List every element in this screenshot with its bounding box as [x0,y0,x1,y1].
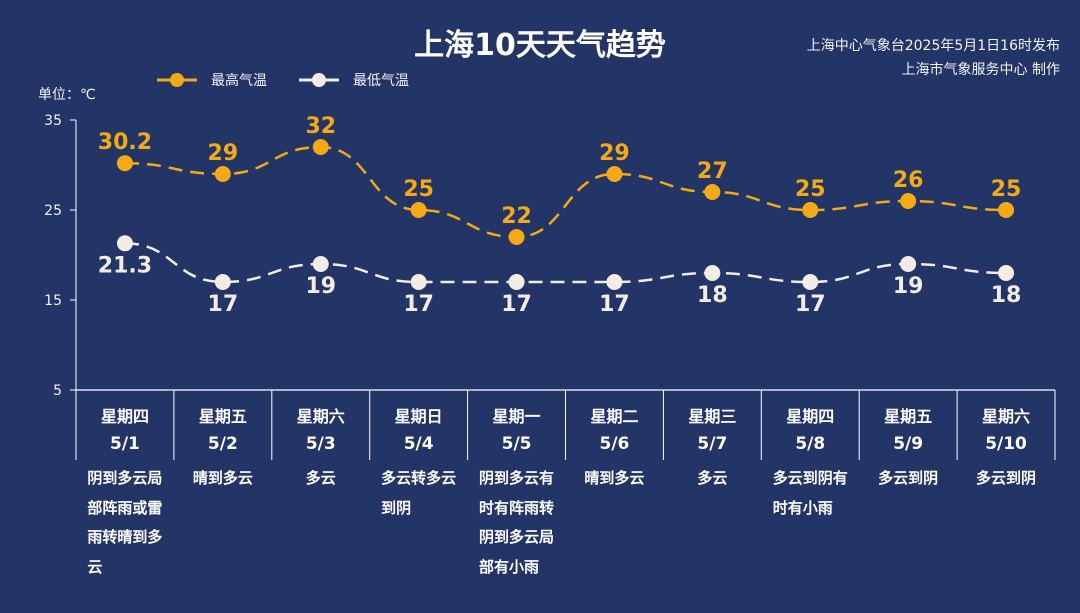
max-temp-value-label: 26 [893,168,924,193]
min-temp-value-label: 19 [893,274,924,299]
min-series-legend-icon [299,73,339,87]
max-temp-value-label: 25 [795,177,826,202]
max-temp-point[interactable] [704,184,721,200]
legend-min-label: 最低气温 [353,73,409,89]
min-temp-value-label: 17 [208,292,239,317]
y-tick-label: 5 [53,383,62,399]
min-temp-point[interactable] [900,256,917,272]
min-temp-point[interactable] [508,274,525,290]
max-series-legend-icon [157,73,197,87]
date-label: 5/7 [697,434,727,454]
weather-condition: 阴到多云局 部阵雨或雷 雨转晴到多云 [87,469,163,576]
y-axis-unit-label: 单位：℃ [38,87,96,103]
day-header: 星期四 5/8 [786,407,834,454]
max-temp-point[interactable] [900,193,917,209]
weather-condition: 多云到阴 [976,469,1037,487]
max-temp-line [124,145,1007,239]
min-temp-value-label: 18 [697,283,728,308]
weather-condition: 多云转多云 到阴 [381,469,457,517]
publisher-line-2: 上海市气象服务中心 制作 [901,62,1060,78]
date-label: 5/3 [306,434,336,454]
legend-item-max[interactable]: 最高气温 [155,70,267,90]
weather-condition: 晴到多云 [584,469,645,487]
day-header: 星期六 5/10 [982,407,1030,454]
max-temp-point[interactable] [410,202,427,218]
weekday-label: 星期六 [982,407,1030,426]
max-temp-point[interactable] [998,202,1015,218]
min-temp-point[interactable] [802,274,819,290]
date-label: 5/5 [502,434,532,454]
min-temp-value-label: 17 [403,292,434,317]
max-temp-value-label: 32 [305,114,336,139]
day-header: 星期一 5/5 [493,407,541,454]
date-label: 5/8 [795,434,825,454]
publisher-info: 上海中心气象台2025年5月1日16时发布 上海市气象服务中心 制作 [807,34,1060,82]
max-temp-value-label: 25 [991,177,1022,202]
min-temp-value-label: 17 [501,292,532,317]
weather-condition: 多云到阴 [878,469,939,487]
min-temp-point[interactable] [410,274,427,290]
day-header: 星期六 5/3 [297,407,345,454]
min-temp-point[interactable] [214,274,231,290]
max-temp-point[interactable] [802,202,819,218]
max-temp-value-label: 29 [208,141,239,166]
min-temp-value-label: 21.3 [98,253,152,278]
legend: 最高气温 最低气温 [155,70,409,90]
min-temp-value-label: 18 [991,283,1022,308]
y-tick-label: 35 [44,113,62,129]
max-temp-value-label: 27 [697,159,728,184]
weekday-label: 星期三 [688,407,736,426]
y-tick-label: 25 [44,203,62,219]
weekday-label: 星期五 [884,407,932,426]
day-header: 星期日 5/4 [395,407,443,454]
legend-item-min[interactable]: 最低气温 [297,70,409,90]
y-tick-label: 15 [44,293,62,309]
publisher-line-1: 上海中心气象台2025年5月1日16时发布 [806,38,1060,54]
weather-condition: 晴到多云 [192,469,253,487]
date-label: 5/10 [985,434,1027,454]
max-temp-point[interactable] [214,166,231,182]
max-temp-point[interactable] [508,229,525,245]
max-temp-point[interactable] [312,139,329,155]
date-label: 5/9 [893,434,923,454]
weather-condition: 多云 [305,469,336,487]
weekday-label: 星期二 [590,407,638,426]
min-temp-value-label: 17 [599,292,630,317]
max-temp-point[interactable] [116,155,133,172]
weekday-label: 星期六 [297,407,345,426]
min-temp-point[interactable] [998,265,1015,281]
max-temp-value-label: 22 [501,204,532,229]
weekday-label: 星期五 [199,407,247,426]
chart-title: 上海10天天气趋势 [414,28,666,63]
min-temp-value-label: 19 [305,274,336,299]
weather-condition: 多云到阴有 时有小雨 [772,469,848,517]
weekday-label: 星期一 [493,407,541,426]
day-header: 星期二 5/6 [590,407,638,454]
weather-condition: 多云 [697,469,728,487]
max-temp-value-label: 29 [599,141,630,166]
min-temp-line [124,242,1007,284]
max-temp-value-label: 30.2 [98,130,152,155]
date-label: 5/4 [404,434,434,454]
weekday-label: 星期日 [395,407,443,426]
weekday-label: 星期四 [101,407,149,426]
min-temp-point[interactable] [704,265,721,281]
max-temp-point[interactable] [606,166,623,182]
legend-max-label: 最高气温 [211,73,267,89]
min-temp-value-label: 17 [795,292,826,317]
min-temp-point[interactable] [116,235,133,252]
min-temp-point[interactable] [312,256,329,272]
date-label: 5/2 [208,434,238,454]
date-label: 5/6 [600,434,630,454]
max-temp-value-label: 25 [403,177,434,202]
day-header: 星期五 5/2 [199,407,247,454]
weather-condition: 阴到多云有 时有阵雨转 阴到多云局 部有小雨 [479,469,555,576]
date-label: 5/1 [110,434,140,454]
day-header: 星期三 5/7 [688,407,736,454]
min-temp-point[interactable] [606,274,623,290]
day-header: 星期四 5/1 [101,407,149,454]
day-header: 星期五 5/9 [884,407,932,454]
weekday-label: 星期四 [786,407,834,426]
